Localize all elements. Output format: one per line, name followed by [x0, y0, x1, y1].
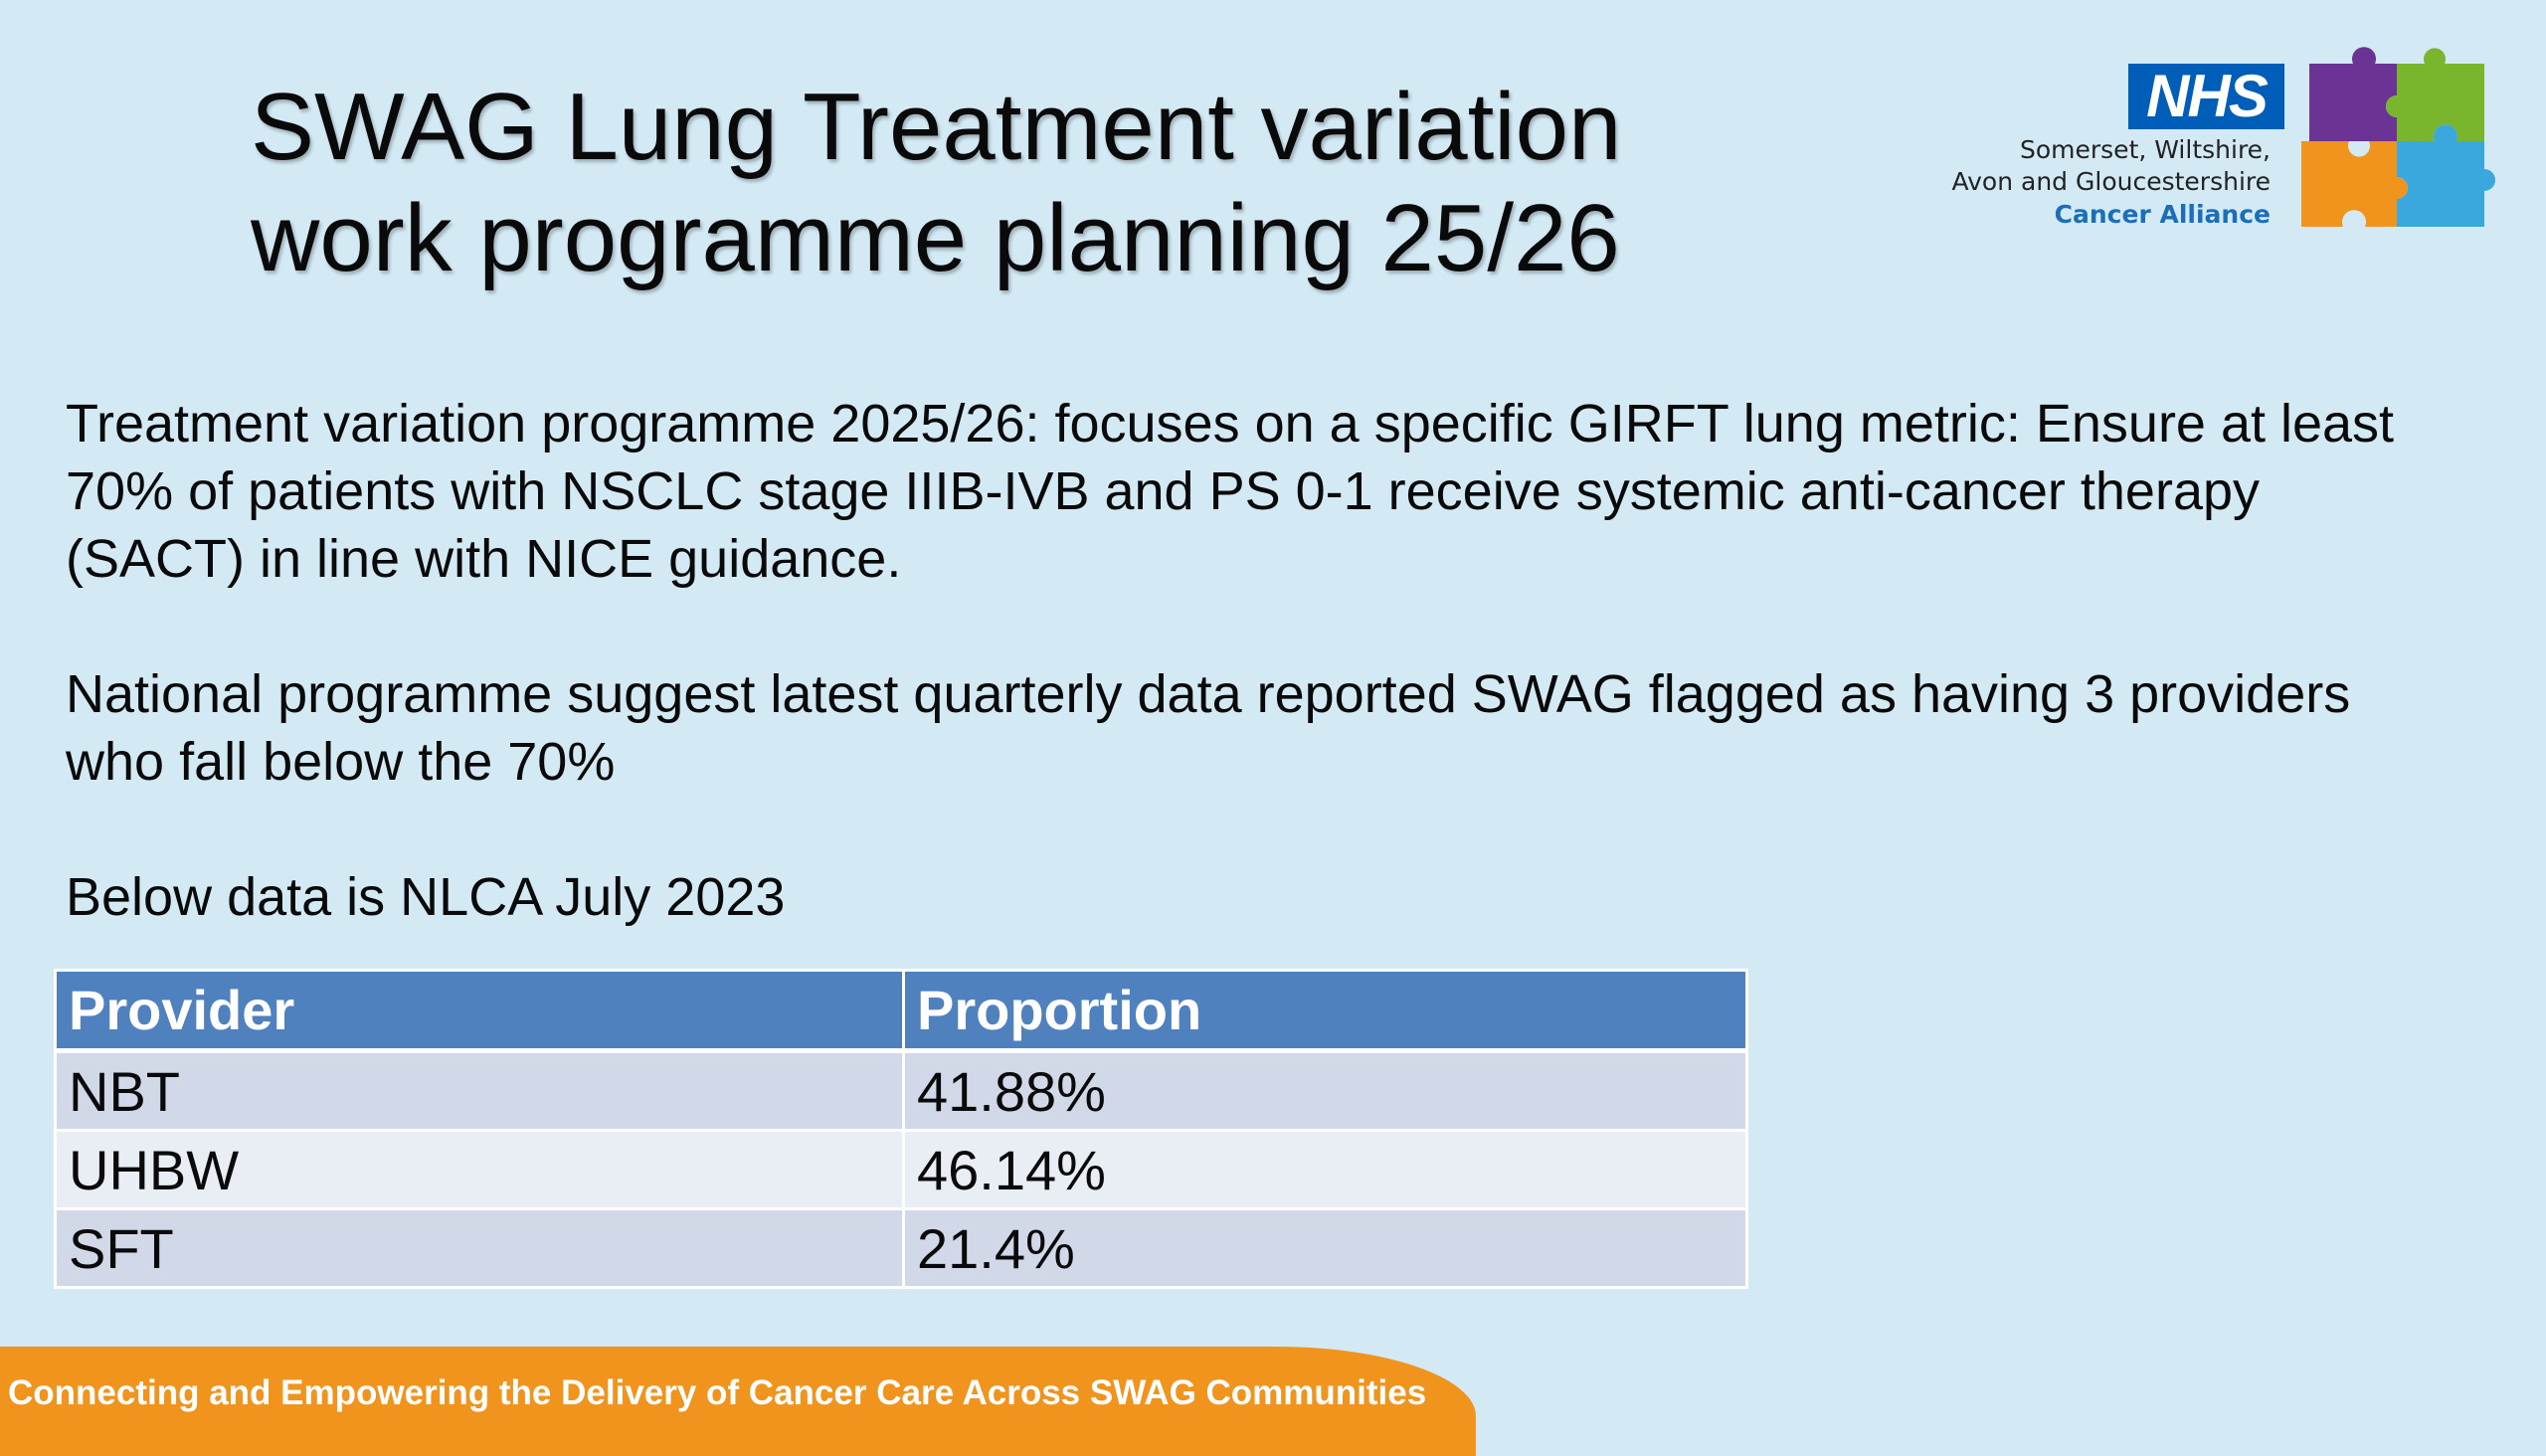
logo-text-line-3: Cancer Alliance [2054, 200, 2271, 229]
logo-text-line-2: Avon and Gloucestershire [1951, 167, 2272, 196]
proportion-cell: 46.14% [902, 1129, 1748, 1210]
header-proportion: Proportion [902, 969, 1748, 1053]
header-provider: Provider [54, 969, 905, 1053]
footer-banner-text: Connecting and Empowering the Delivery o… [8, 1373, 1427, 1412]
provider-cell: SFT [54, 1207, 905, 1289]
proportion-cell: 21.4% [902, 1207, 1748, 1289]
table-row: NBT 41.88% [54, 1049, 1748, 1132]
slide-title: SWAG Lung Treatment variation work progr… [251, 72, 1693, 294]
table-row: SFT 21.4% [54, 1207, 1748, 1289]
logo-text-line-1: Somerset, Wiltshire, [2019, 135, 2271, 164]
proportion-cell: 41.88% [902, 1049, 1748, 1132]
provider-proportion-table: Provider Proportion NBT 41.88% UHBW 46.1… [54, 969, 1748, 1289]
puzzle-icon [2301, 47, 2495, 227]
body-text: Treatment variation programme 2025/26: f… [66, 390, 2413, 931]
data-source-note: Below data is NLCA July 2023 [66, 867, 786, 927]
nhs-logo: NHS [2128, 64, 2284, 129]
table-header-row: Provider Proportion [54, 969, 1748, 1053]
provider-cell: UHBW [54, 1129, 905, 1210]
programme-description: Treatment variation programme 2025/26: f… [66, 394, 2395, 589]
table-row: UHBW 46.14% [54, 1129, 1748, 1210]
national-programme-note: National programme suggest latest quarte… [66, 664, 2351, 792]
slide-title-line-2: work programme planning 25/26 [251, 185, 1620, 291]
slide-title-line-1: SWAG Lung Treatment variation [251, 74, 1622, 180]
cancer-alliance-logo: NHS Somerset, Wiltshire, Avon and Glouce… [1929, 38, 2506, 257]
provider-cell: NBT [54, 1049, 905, 1132]
